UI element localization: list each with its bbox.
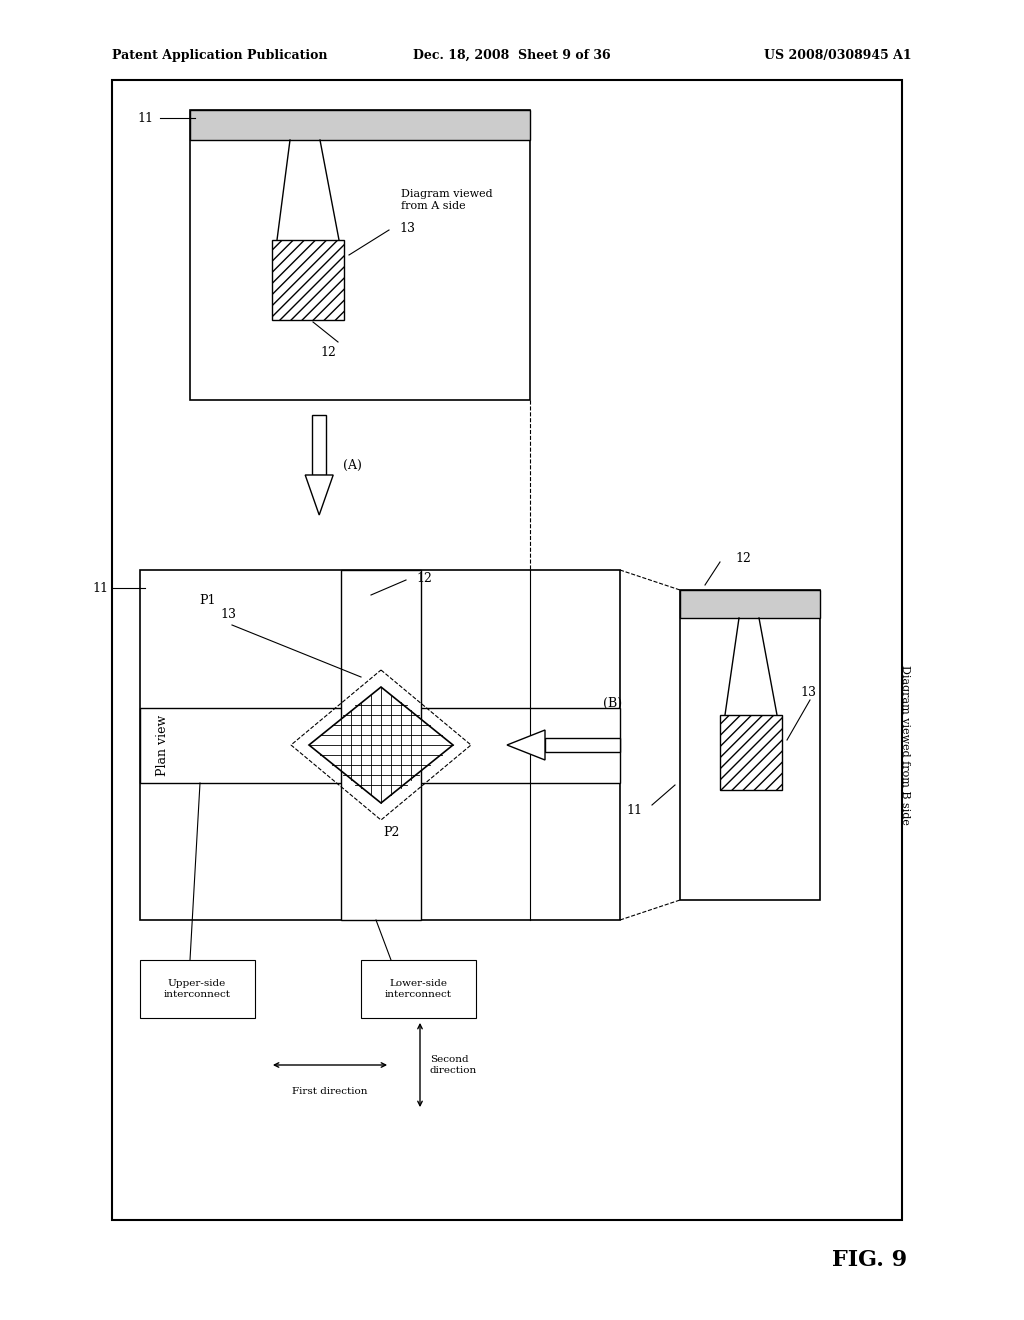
Text: (A): (A) — [343, 458, 362, 471]
Text: Patent Application Publication: Patent Application Publication — [112, 49, 328, 62]
Polygon shape — [309, 686, 453, 803]
Text: Upper-side
interconnect: Upper-side interconnect — [164, 979, 230, 999]
Text: First direction: First direction — [292, 1086, 368, 1096]
Bar — [720, 715, 782, 789]
Text: Second
direction: Second direction — [430, 1055, 477, 1074]
Text: US 2008/0308945 A1: US 2008/0308945 A1 — [764, 49, 912, 62]
Bar — [112, 81, 902, 1220]
Text: Diagram viewed from B side: Diagram viewed from B side — [900, 665, 910, 825]
Text: Lower-side
interconnect: Lower-side interconnect — [384, 979, 452, 999]
Bar — [190, 110, 530, 400]
Polygon shape — [305, 475, 333, 515]
Bar — [272, 240, 344, 319]
Text: FIG. 9: FIG. 9 — [833, 1249, 907, 1271]
Text: 13: 13 — [800, 686, 816, 700]
Text: Dec. 18, 2008  Sheet 9 of 36: Dec. 18, 2008 Sheet 9 of 36 — [414, 49, 610, 62]
Bar — [680, 590, 820, 618]
Text: 13: 13 — [220, 609, 236, 622]
Bar — [190, 110, 530, 140]
Text: 11: 11 — [626, 804, 642, 817]
Polygon shape — [507, 730, 545, 760]
Bar — [680, 590, 820, 900]
Text: 12: 12 — [321, 346, 336, 359]
Text: 11: 11 — [92, 582, 108, 594]
Text: 12: 12 — [735, 552, 751, 565]
Bar — [312, 414, 327, 475]
Text: 11: 11 — [137, 111, 153, 124]
Bar — [361, 960, 476, 1018]
Text: 12: 12 — [416, 572, 432, 585]
Text: Diagram viewed
from A side: Diagram viewed from A side — [400, 189, 493, 211]
Text: P1: P1 — [200, 594, 216, 606]
Bar — [140, 960, 255, 1018]
Bar — [140, 708, 620, 783]
Text: Plan view: Plan view — [156, 714, 169, 776]
Text: P2: P2 — [383, 826, 399, 840]
Text: 13: 13 — [399, 222, 415, 235]
Bar — [545, 738, 620, 752]
Bar — [341, 570, 421, 920]
Text: (B): (B) — [603, 697, 623, 710]
Bar — [140, 570, 620, 920]
